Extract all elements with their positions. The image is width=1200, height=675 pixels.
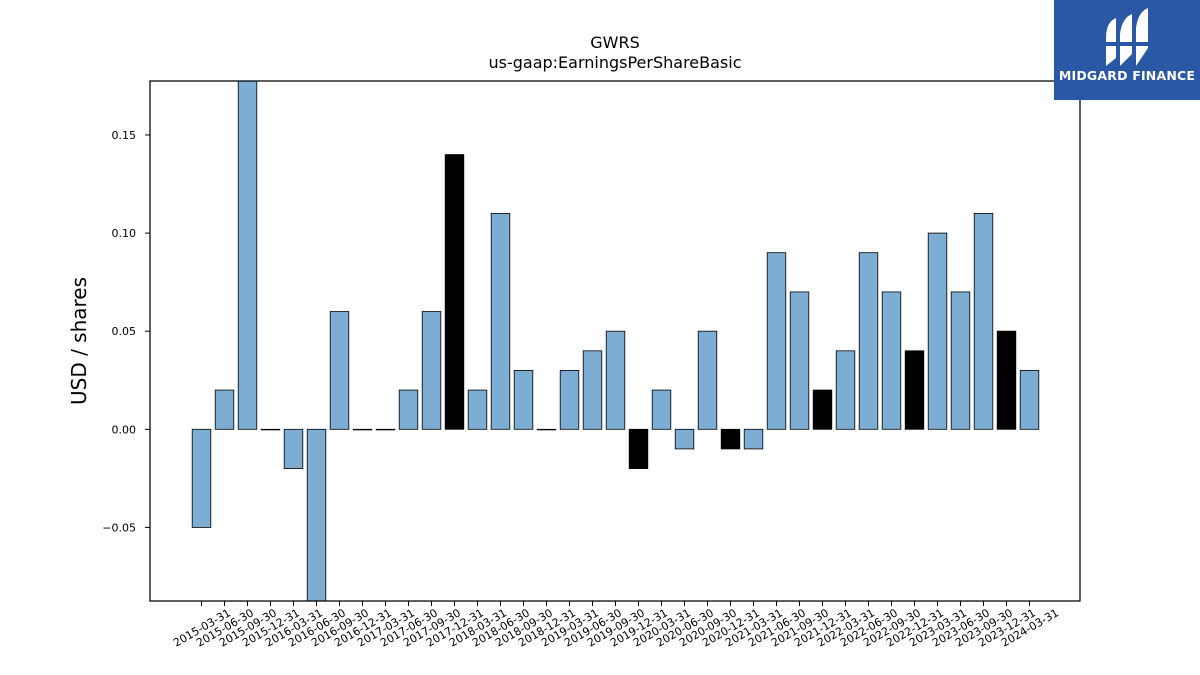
- bar-2018-06-30: [490, 213, 511, 430]
- bar-2024-03-31: [1019, 370, 1040, 430]
- chart-title: GWRS: [590, 33, 640, 52]
- bar-2018-09-30: [513, 370, 534, 430]
- bar-2019-06-30: [582, 350, 603, 430]
- bar-2022-06-30: [858, 252, 879, 430]
- bar-2015-12-31: [260, 428, 281, 431]
- logo-text: MIDGARD FINANCE: [1058, 68, 1196, 83]
- bar-2017-03-31: [375, 428, 396, 431]
- bar-2021-03-31: [743, 428, 764, 450]
- chart-subtitle: us-gaap:EarningsPerShareBasic: [488, 53, 741, 72]
- bar-2017-06-30: [398, 389, 419, 430]
- bar-2020-03-31: [651, 389, 672, 430]
- bar-2015-09-30: [237, 81, 258, 430]
- bar-2020-06-30: [674, 428, 695, 450]
- y-tick-label: −0.05: [102, 521, 136, 534]
- bar-2019-12-31: [628, 428, 649, 469]
- bar-2022-03-31: [835, 350, 856, 430]
- bar-2019-09-30: [605, 330, 626, 430]
- bar-2021-09-30: [789, 291, 810, 430]
- bar-2015-06-30: [214, 389, 235, 430]
- bar-2023-12-31: [996, 330, 1017, 430]
- bar-2023-03-31: [927, 232, 948, 430]
- bar-2016-09-30: [329, 311, 350, 430]
- bar-2023-09-30: [973, 213, 994, 430]
- y-tick-label: 0.00: [112, 423, 137, 436]
- bar-2018-03-31: [467, 389, 488, 430]
- brand-logo: MIDGARD FINANCE: [1054, 0, 1200, 100]
- y-tick-label: 0.15: [112, 129, 137, 142]
- bar-2023-06-30: [950, 291, 971, 430]
- axes-group: −0.050.000.050.100.152015-03-312015-06-3…: [102, 129, 1061, 650]
- bar-2021-06-30: [766, 252, 787, 430]
- bar-2018-12-31: [536, 428, 557, 431]
- y-tick-label: 0.10: [112, 227, 137, 240]
- bar-2017-09-30: [421, 311, 442, 430]
- logo-mark-icon: [1106, 8, 1148, 66]
- y-axis-label: USD / shares: [67, 277, 91, 405]
- bar-2022-09-30: [881, 291, 902, 430]
- bar-2017-12-31: [444, 154, 465, 430]
- bar-2020-09-30: [697, 330, 718, 430]
- bar-2015-03-31: [191, 428, 212, 528]
- bar-2016-06-30: [306, 428, 327, 601]
- bar-2019-03-31: [559, 370, 580, 430]
- bar-2016-03-31: [283, 428, 304, 469]
- bars-group: [191, 81, 1040, 601]
- plot-frame: [149, 80, 1081, 602]
- bar-2016-12-31: [352, 428, 373, 431]
- bar-2021-12-31: [812, 389, 833, 430]
- bar-2020-12-31: [720, 428, 741, 450]
- y-tick-label: 0.05: [112, 325, 137, 338]
- bar-2022-12-31: [904, 350, 925, 430]
